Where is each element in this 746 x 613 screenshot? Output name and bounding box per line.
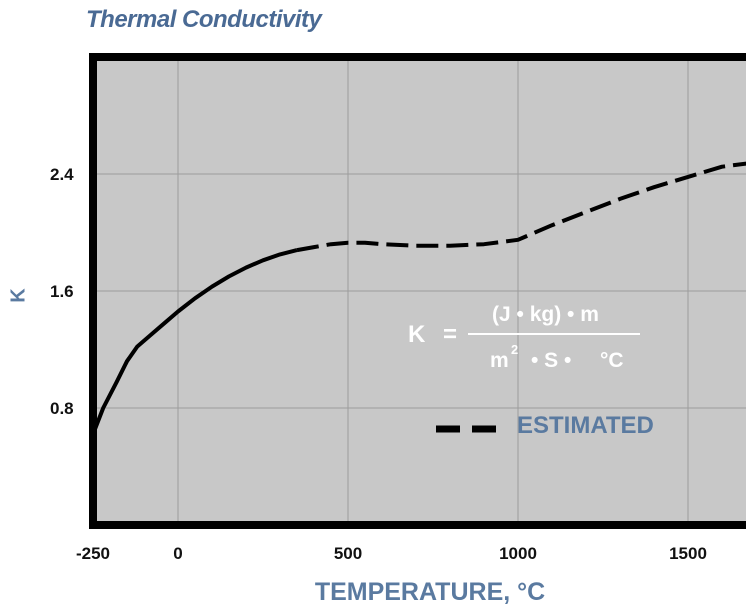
- x-tick-label-3: 1000: [499, 544, 537, 563]
- y-tick-label-1: 1.6: [50, 282, 74, 301]
- y-tick-label-2: 2.4: [50, 165, 74, 184]
- formula-annotation: K = (J • kg) • m m 2 • S • °C: [408, 303, 640, 372]
- formula-lhs: K: [408, 321, 426, 348]
- series-dashed-curve: [296, 161, 746, 253]
- formula-denominator-unit: °C: [600, 349, 624, 372]
- x-tick-label-1: 0: [173, 544, 182, 563]
- formula-denominator-m: m: [490, 349, 509, 372]
- formula-equals: =: [443, 321, 457, 348]
- y-tick-label-0: 0.8: [50, 399, 74, 418]
- plot-frame: [89, 53, 746, 529]
- x-axis-label: TEMPERATURE, °C: [314, 578, 546, 606]
- x-tick-label-2: 500: [334, 544, 362, 563]
- y-tick-labels: 0.8 1.6 2.4: [50, 165, 74, 418]
- legend-label: ESTIMATED: [517, 412, 654, 439]
- chart-title: Thermal Conductivity: [86, 6, 322, 33]
- formula-denominator-rest: • S •: [531, 349, 571, 372]
- data-curves: [91, 161, 746, 436]
- x-tick-labels: -250 0 500 1000 1500: [76, 544, 707, 563]
- formula-denominator-exponent: 2: [511, 342, 518, 357]
- x-tick-label-4: 1500: [669, 544, 707, 563]
- legend: ESTIMATED: [436, 412, 654, 439]
- series-solid-curve: [91, 248, 298, 436]
- grid-lines: [93, 57, 746, 525]
- x-tick-label-0: -250: [76, 544, 110, 563]
- formula-numerator: (J • kg) • m: [492, 303, 599, 326]
